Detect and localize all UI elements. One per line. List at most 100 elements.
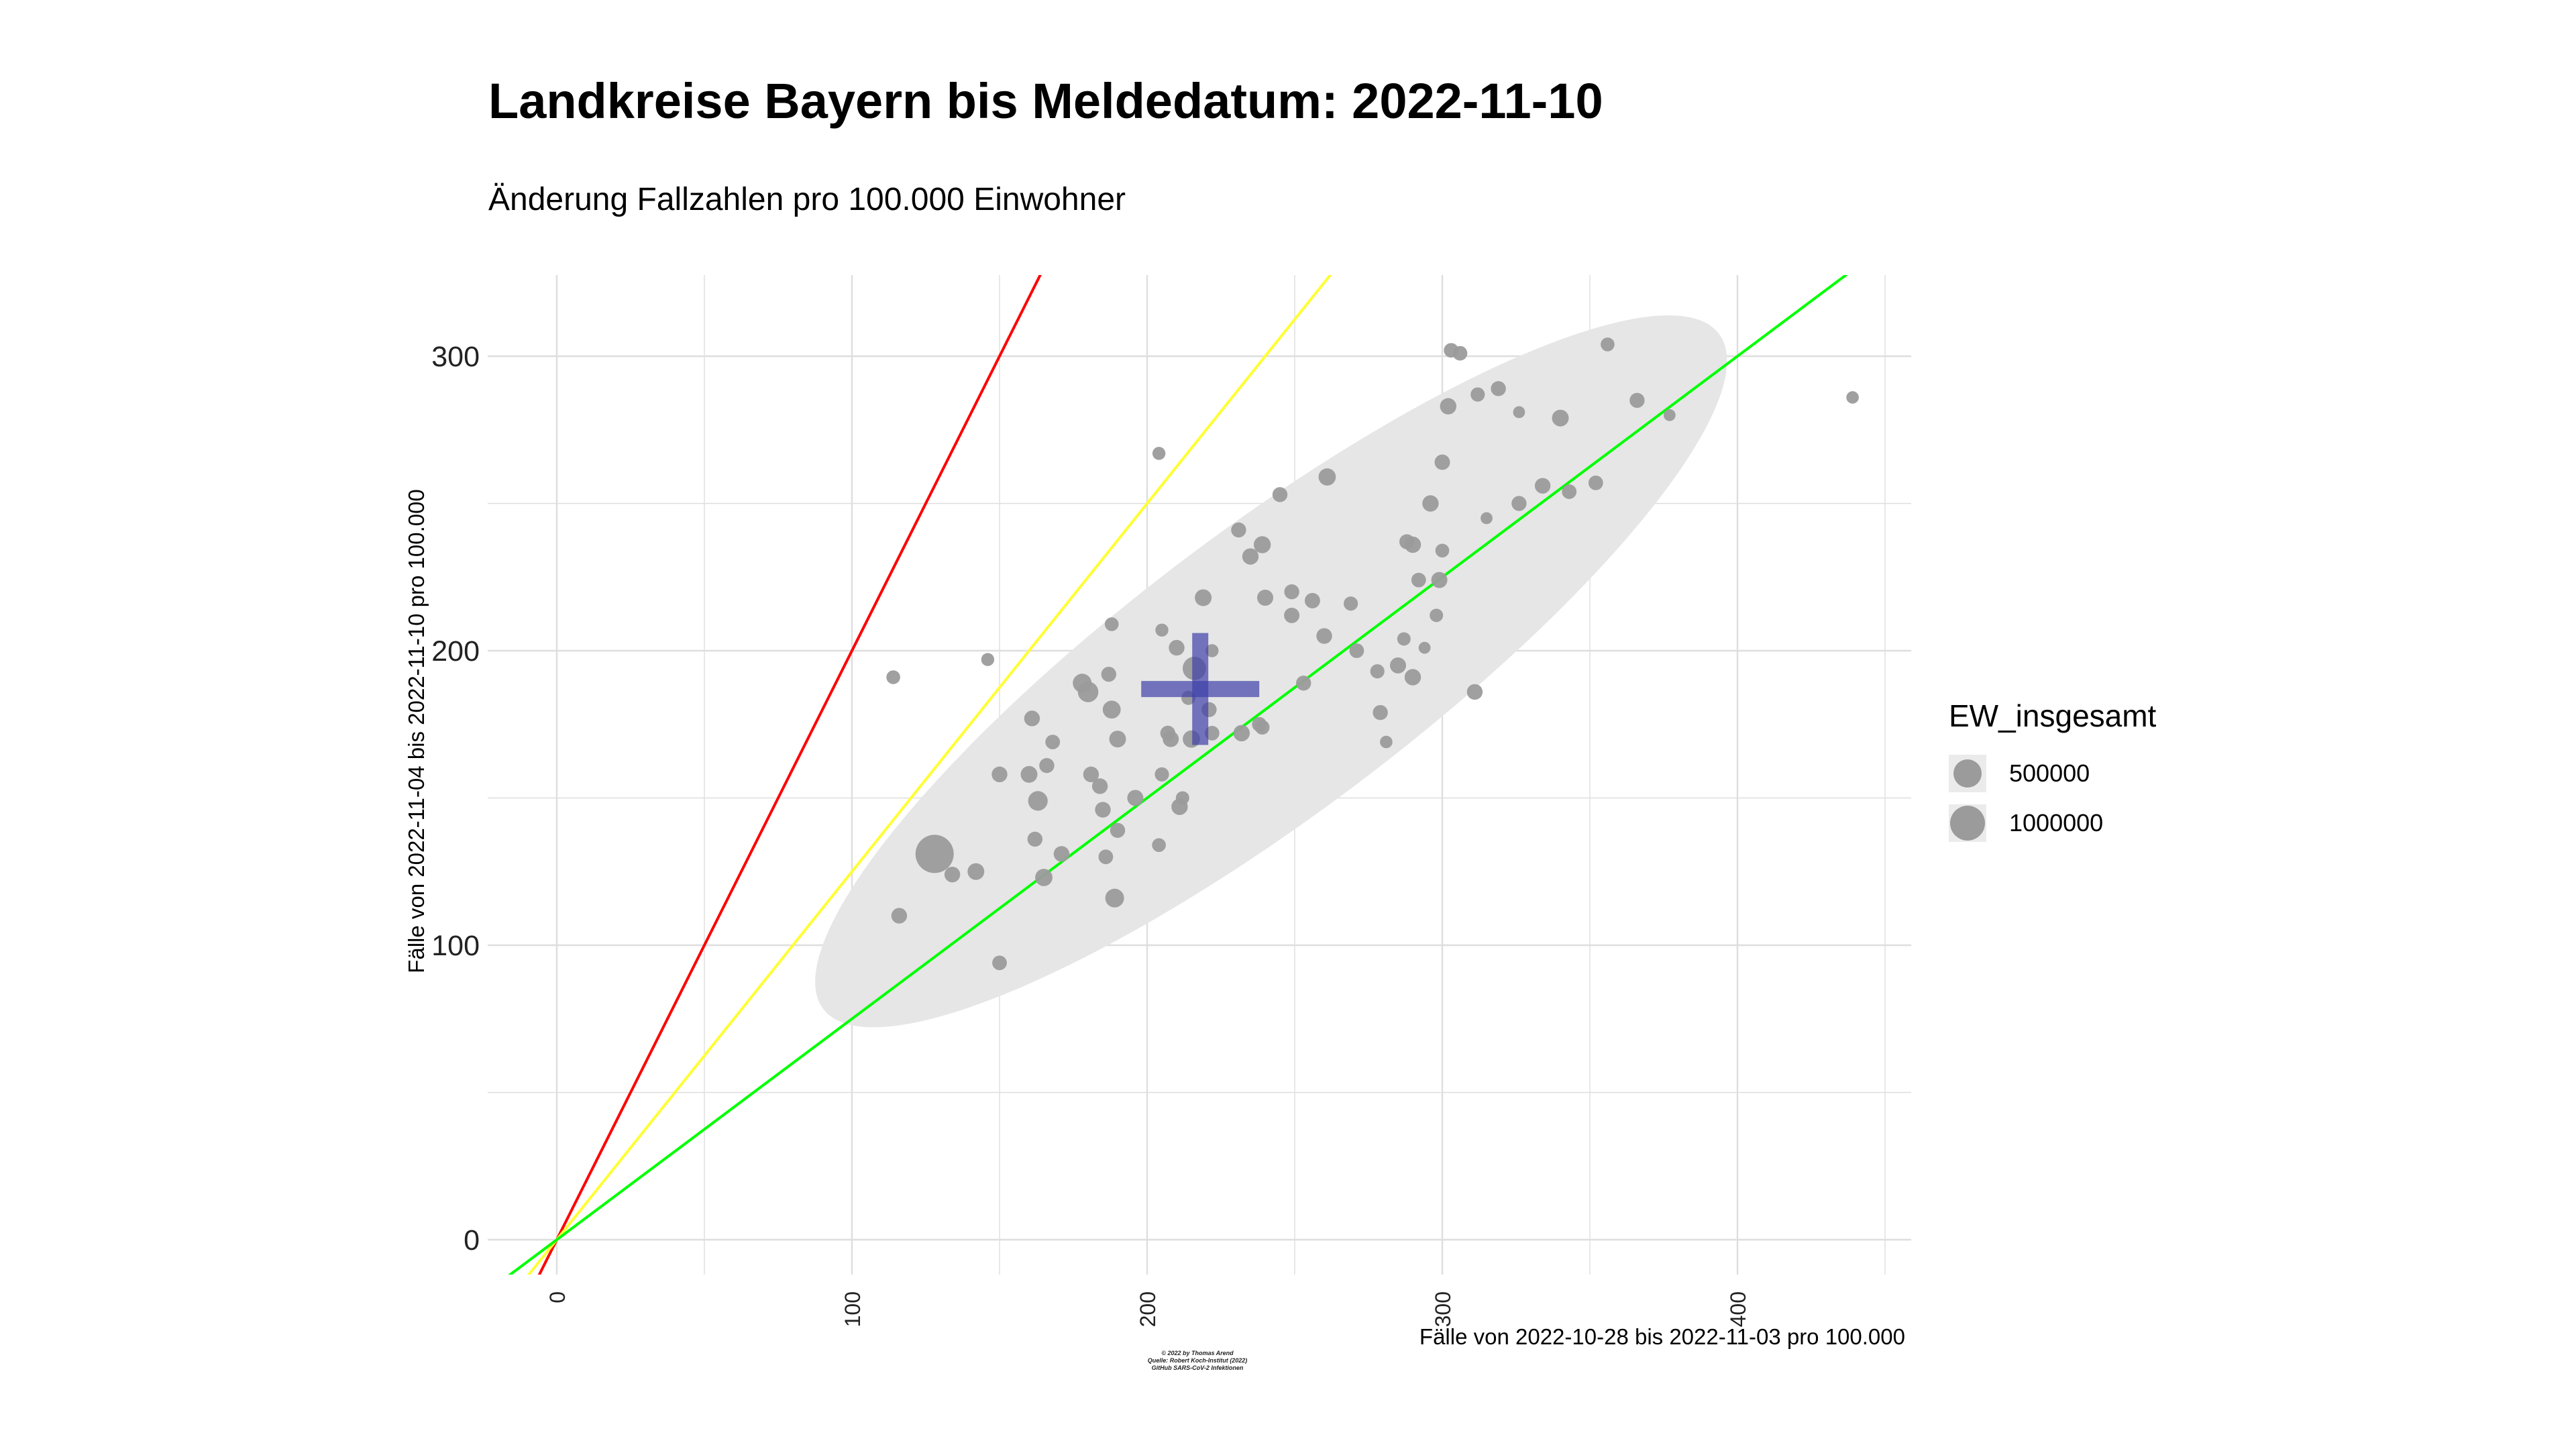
data-point: [1397, 632, 1411, 646]
data-point: [1284, 584, 1299, 600]
data-point: [1083, 766, 1099, 783]
x-tick-label: 300: [1431, 1291, 1455, 1327]
chart-title: Landkreise Bayern bis Meldedatum: 2022-1…: [488, 73, 1603, 129]
data-point: [1435, 543, 1450, 558]
data-point: [1053, 846, 1070, 862]
data-point: [1466, 684, 1483, 700]
data-point: [1534, 478, 1551, 494]
data-point: [1102, 700, 1121, 719]
data-point: [1552, 409, 1569, 427]
data-point: [1253, 536, 1271, 553]
data-point: [1020, 765, 1038, 783]
data-point: [1452, 345, 1468, 361]
data-point: [1430, 608, 1444, 623]
data-point: [1562, 484, 1577, 499]
data-point: [1095, 802, 1111, 818]
data-point: [1163, 731, 1179, 747]
data-point: [1105, 888, 1124, 908]
data-point: [1481, 512, 1493, 525]
data-point: [967, 863, 985, 880]
legend-label: 500000: [2009, 759, 2090, 787]
data-point: [1316, 628, 1332, 644]
data-point: [1152, 838, 1166, 853]
data-point: [1101, 666, 1117, 682]
y-tick-label: 100: [431, 930, 480, 962]
data-point: [1039, 758, 1055, 773]
reference-lines: [508, 275, 1849, 1275]
data-point: [1431, 572, 1448, 588]
data-point: [1028, 791, 1048, 811]
chart-subtitle: Änderung Fallzahlen pro 100.000 Einwohne…: [488, 182, 1126, 217]
caption-line: GitHub SARS-CoV-2 Infektionen: [1151, 1364, 1244, 1371]
data-point: [1045, 735, 1061, 749]
reference-line-yellow: [527, 275, 1332, 1275]
data-points: [886, 337, 1859, 971]
data-point: [1601, 337, 1615, 352]
data-point: [1098, 849, 1114, 865]
data-point: [1169, 639, 1185, 656]
data-point: [1434, 454, 1450, 470]
data-point: [1513, 406, 1525, 419]
y-tick-label: 300: [431, 341, 480, 373]
legend-key-large: [1949, 804, 1986, 842]
data-point: [1257, 589, 1273, 606]
data-point: [1077, 682, 1099, 702]
data-point: [915, 835, 954, 873]
legend-label: 1000000: [2009, 809, 2104, 837]
x-axis-label: Fälle von 2022-10-28 bis 2022-11-03 pro …: [1419, 1324, 1905, 1349]
data-point: [1411, 572, 1426, 588]
data-point: [992, 955, 1007, 971]
data-point: [1027, 831, 1043, 847]
x-tick-label: 100: [841, 1291, 865, 1327]
data-point: [1390, 657, 1406, 674]
data-point: [1155, 767, 1169, 782]
data-point: [1242, 548, 1259, 565]
data-point: [1344, 596, 1358, 611]
reference-line-green: [508, 275, 1849, 1275]
data-point: [1024, 710, 1040, 727]
legend-title: EW_insgesamt: [1949, 698, 2157, 733]
data-point: [1404, 669, 1421, 686]
data-point: [1254, 720, 1270, 735]
data-point: [1127, 790, 1144, 806]
data-point: [1304, 592, 1320, 608]
data-point: [1231, 522, 1246, 538]
data-point: [1272, 487, 1288, 502]
data-point: [1380, 735, 1393, 749]
data-point: [1404, 536, 1421, 553]
y-tick-label: 200: [431, 635, 480, 667]
legend-entry: 1000000: [1949, 798, 2156, 848]
data-point: [1418, 641, 1431, 654]
data-point: [1588, 475, 1603, 490]
data-point: [1175, 791, 1189, 805]
legend-entry: 500000: [1949, 749, 2156, 798]
data-point: [1104, 617, 1119, 631]
data-point: [886, 670, 900, 684]
data-point: [981, 653, 995, 666]
data-point: [1663, 409, 1676, 421]
data-point: [1035, 869, 1053, 886]
caption: © 2022 by Thomas Arend Quelle: Robert Ko…: [1134, 1350, 1261, 1372]
data-point: [1629, 392, 1645, 409]
data-point: [1373, 704, 1388, 720]
x-tick-label: 200: [1136, 1291, 1160, 1327]
data-point: [1846, 391, 1859, 404]
data-point: [1109, 731, 1126, 748]
data-point: [1284, 607, 1300, 623]
caption-line: Quelle: Robert Koch-Institut (2022): [1147, 1357, 1248, 1364]
x-tick-label: 0: [545, 1291, 570, 1303]
mean-cross: [1141, 633, 1260, 745]
confidence-ellipse: [815, 315, 1727, 1028]
data-point: [1511, 496, 1527, 511]
data-point: [1152, 447, 1166, 460]
data-point: [1155, 623, 1169, 637]
data-point: [1195, 589, 1212, 606]
data-point: [1349, 643, 1364, 658]
data-point: [1491, 381, 1506, 396]
legend: EW_insgesamt 500000 1000000: [1949, 698, 2156, 848]
data-point: [1470, 387, 1485, 402]
legend-key-small: [1949, 755, 1986, 792]
y-axis-ticks: 0 100 200 300: [431, 341, 480, 1256]
data-point: [1091, 778, 1108, 794]
